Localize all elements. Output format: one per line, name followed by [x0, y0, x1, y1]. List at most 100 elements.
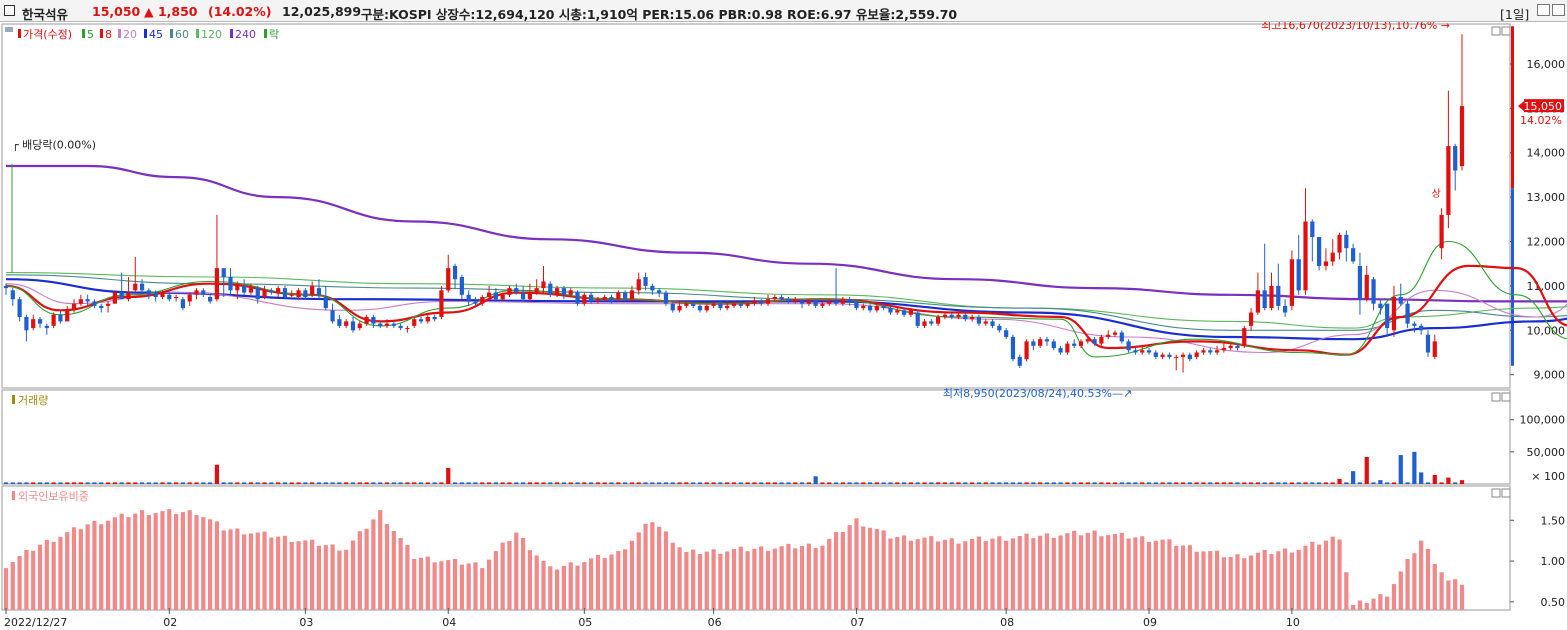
- x-tick-label: 05: [578, 616, 592, 629]
- candle-body: [432, 316, 437, 320]
- candle: [1044, 336, 1050, 346]
- foreign-bar: [201, 517, 206, 610]
- candle: [643, 272, 648, 291]
- candle-body: [418, 319, 424, 322]
- foreign-bar: [806, 543, 811, 610]
- candle: [738, 301, 743, 309]
- ma-line-240: [6, 164, 1567, 303]
- candle-body: [1051, 341, 1056, 349]
- volume-bar: [1419, 472, 1424, 484]
- candle: [554, 285, 560, 297]
- volume-bar: [1357, 482, 1363, 484]
- volume-bar: [554, 482, 560, 484]
- select-checkbox[interactable]: [4, 5, 15, 16]
- foreign-bar: [1133, 537, 1138, 610]
- candle: [779, 294, 784, 302]
- candle: [534, 279, 539, 295]
- stock-chart[interactable]: 9,00010,00011,00012,00013,00014,00015,00…: [0, 22, 1567, 630]
- candle: [1378, 299, 1383, 315]
- volume-bar: [405, 482, 410, 484]
- price-tick-label: 10,000: [1527, 324, 1566, 337]
- candle: [602, 294, 607, 302]
- foreign-bar: [629, 540, 635, 610]
- foreign-bar: [738, 546, 743, 610]
- foreign-bar: [609, 554, 614, 610]
- candle: [248, 283, 254, 295]
- foreign-bar: [208, 519, 213, 610]
- candle-body: [1010, 336, 1016, 360]
- candle: [840, 297, 845, 306]
- candle: [1126, 339, 1131, 353]
- close-icon[interactable]: [1552, 4, 1565, 16]
- volume-bar: [697, 482, 703, 484]
- price-axis-down-bar: [1511, 188, 1514, 366]
- candle: [1419, 323, 1424, 335]
- candle: [1208, 348, 1213, 355]
- candle-body: [738, 303, 743, 306]
- volume-bar: [357, 482, 362, 484]
- volume-bar: [1092, 482, 1097, 484]
- candle: [24, 314, 29, 342]
- candle: [1085, 336, 1090, 344]
- candle-body: [874, 305, 879, 311]
- candle: [990, 319, 995, 329]
- foreign-bar: [1459, 584, 1465, 610]
- candle-body: [1412, 323, 1417, 326]
- candle-body: [296, 290, 301, 297]
- candle: [51, 312, 56, 329]
- candle: [507, 285, 512, 297]
- candle: [296, 288, 301, 300]
- candle-body: [629, 290, 635, 300]
- x-tick-label: 07: [850, 616, 864, 629]
- candle-body: [956, 314, 961, 317]
- period-selector[interactable]: [1일]: [1500, 7, 1530, 22]
- stock-name[interactable]: 한국석유: [22, 7, 69, 22]
- volume-legend-swatch: [12, 395, 15, 404]
- candle-body: [1038, 339, 1043, 346]
- candle: [493, 288, 498, 302]
- volume-bar: [310, 482, 315, 484]
- volume-bar: [813, 476, 818, 484]
- volume-bar: [1072, 482, 1077, 484]
- foreign-bar: [636, 532, 641, 610]
- foreign-bar: [888, 538, 893, 610]
- foreign-bar: [1330, 536, 1335, 610]
- volume-bar: [493, 482, 498, 484]
- candle-body: [119, 292, 124, 300]
- candle-body: [221, 268, 226, 278]
- candle-body: [51, 314, 56, 326]
- candle-body: [554, 288, 560, 295]
- candle-body: [1330, 252, 1335, 262]
- volume-bar: [425, 482, 430, 484]
- legend-swatch: [230, 29, 233, 38]
- candle-body: [1289, 259, 1295, 306]
- foreign-bar: [1248, 555, 1254, 610]
- candle: [1174, 354, 1179, 371]
- volume-bar: [51, 482, 56, 484]
- candle-body: [670, 303, 675, 311]
- volume-bar: [105, 482, 111, 484]
- candle: [1269, 272, 1274, 311]
- candle-body: [480, 297, 485, 304]
- foreign-bar: [418, 557, 424, 610]
- foreign-bar: [303, 540, 308, 610]
- foreign-bar: [405, 545, 410, 610]
- volume-bar: [1214, 482, 1220, 484]
- foreign-bar: [344, 549, 349, 610]
- candle: [262, 285, 267, 300]
- foreign-bar: [228, 529, 233, 610]
- candle-body: [78, 299, 83, 304]
- candle-body: [963, 314, 968, 320]
- candle: [1221, 343, 1226, 353]
- volume-bar: [187, 482, 192, 484]
- candle-body: [582, 294, 587, 304]
- candle: [78, 294, 83, 306]
- candle: [1357, 252, 1363, 315]
- volume-bar: [1051, 482, 1056, 484]
- candle: [582, 292, 587, 306]
- candle: [1160, 352, 1165, 360]
- candle-body: [548, 283, 553, 295]
- restore-icon[interactable]: [1537, 4, 1550, 16]
- candle-body: [112, 292, 117, 304]
- candle-body: [813, 301, 818, 306]
